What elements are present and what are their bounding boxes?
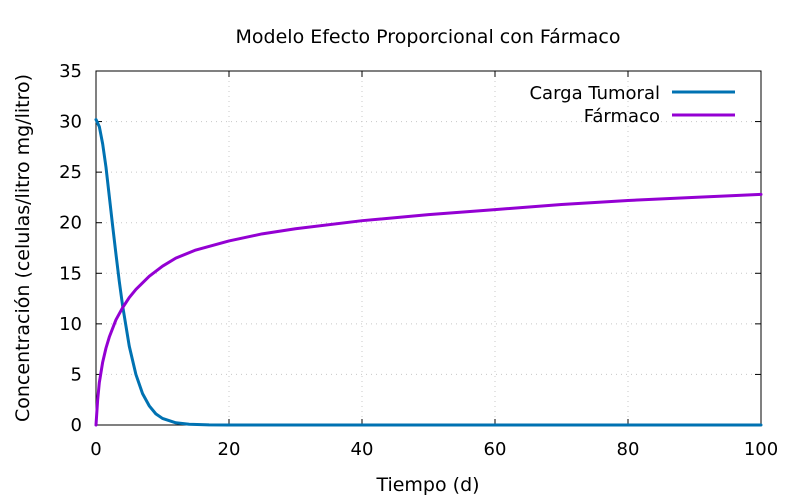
y-tick-label: 25	[59, 162, 82, 183]
x-tick-label: 40	[351, 439, 374, 460]
x-axis-label: Tiempo (d)	[375, 474, 479, 496]
grid	[96, 71, 761, 425]
x-tick-label: 100	[744, 439, 778, 460]
series-line-carga-tumoral	[94, 118, 763, 427]
legend: Carga Tumoral Fármaco	[529, 83, 735, 127]
y-tick-label: 10	[59, 314, 82, 335]
chart-title: Modelo Efecto Proporcional con Fármaco	[236, 26, 621, 48]
x-tick-label: 20	[218, 439, 241, 460]
axis-ticks: 0 20 40 60 80 100 0 5 10 15 20 25 30 35	[59, 61, 778, 460]
y-axis-label: Concentración (celulas/litro mg/litro)	[12, 74, 34, 422]
plot-frame	[95, 70, 762, 426]
legend-label-farmaco: Fármaco	[584, 106, 660, 127]
x-tick-label: 0	[90, 439, 101, 460]
y-tick-label: 5	[71, 364, 82, 385]
y-tick-label: 20	[59, 213, 82, 234]
x-tick-label: 60	[484, 439, 507, 460]
y-tick-label: 30	[59, 112, 82, 133]
y-tick-label: 0	[71, 415, 82, 436]
y-tick-label: 35	[59, 61, 82, 82]
legend-label-carga-tumoral: Carga Tumoral	[529, 83, 660, 104]
y-tick-label: 15	[59, 263, 82, 284]
series-lines	[94, 118, 763, 427]
x-tick-label: 80	[617, 439, 640, 460]
series-line-farmaco	[94, 192, 763, 427]
